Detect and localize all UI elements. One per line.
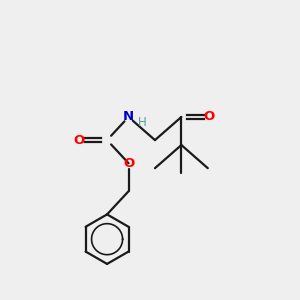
Text: H: H [138,116,146,129]
Text: O: O [123,157,134,170]
Text: O: O [74,134,85,147]
Text: N: N [123,110,134,124]
Text: O: O [204,110,215,124]
